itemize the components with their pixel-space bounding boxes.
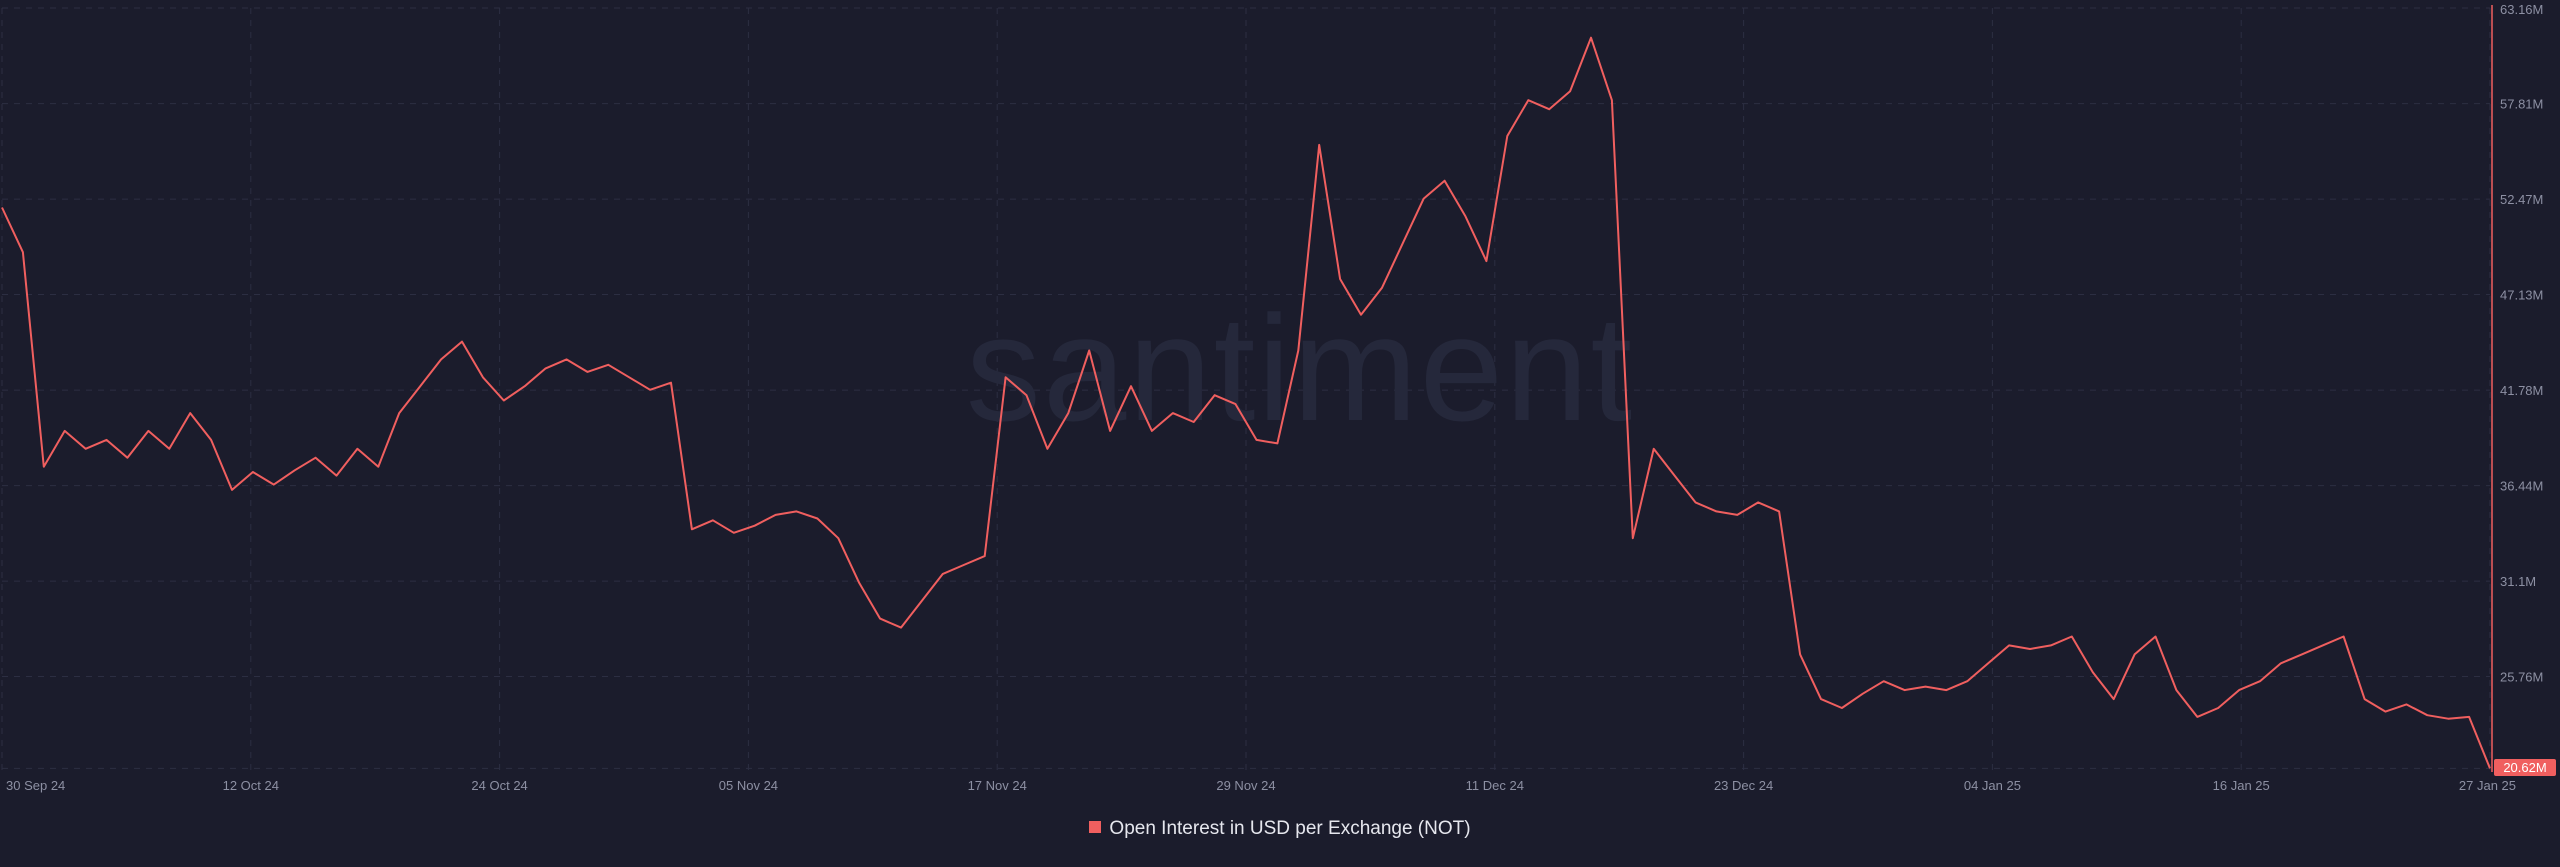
santiment-watermark: santiment — [966, 284, 1634, 452]
x-tick-label: 23 Dec 24 — [1714, 778, 1773, 793]
last-value-marker: 20.62M — [2494, 759, 2556, 776]
x-tick-label: 04 Jan 25 — [1964, 778, 2021, 793]
y-tick-label: 47.13M — [2500, 288, 2543, 303]
legend[interactable]: Open Interest in USD per Exchange (NOT) — [0, 818, 2560, 840]
y-tick-label: 52.47M — [2500, 192, 2543, 207]
y-tick-label: 63.16M — [2500, 2, 2543, 17]
x-tick-label: 30 Sep 24 — [6, 778, 65, 793]
y-tick-label: 36.44M — [2500, 479, 2543, 494]
legend-swatch — [1089, 821, 1102, 833]
y-tick-label: 25.76M — [2500, 670, 2543, 685]
y-tick-label: 41.78M — [2500, 383, 2543, 398]
grid — [1, 7, 2491, 772]
x-tick-label: 16 Jan 25 — [2213, 778, 2270, 793]
y-tick-label: 31.1M — [2500, 574, 2536, 589]
x-tick-label: 12 Oct 24 — [223, 778, 279, 793]
series-line-0[interactable] — [1, 36, 2491, 769]
x-axis-ticks: 30 Sep 24 12 Oct 24 24 Oct 24 05 Nov 24 17 N… — [6, 778, 2516, 793]
x-tick-label: 05 Nov 24 — [719, 778, 778, 793]
y-axis-ticks: 63.16M 57.81M 52.47M 47.13M 41.78M 36.44M 31.1… — [2500, 2, 2543, 685]
x-tick-label: 27 Jan 25 — [2459, 778, 2516, 793]
last-value-label: 20.62M — [2503, 760, 2546, 775]
series-layer — [1, 36, 2491, 769]
legend-label: Open Interest in USD per Exchange (NOT) — [1109, 818, 1471, 839]
x-tick-label: 17 Nov 24 — [968, 778, 1027, 793]
last-value-badge — [2494, 759, 2556, 776]
x-tick-label: 24 Oct 24 — [471, 778, 527, 793]
x-tick-label: 11 Dec 24 — [1466, 778, 1524, 793]
x-tick-label: 29 Nov 24 — [1216, 778, 1275, 793]
y-tick-label: 57.81M — [2500, 97, 2543, 112]
